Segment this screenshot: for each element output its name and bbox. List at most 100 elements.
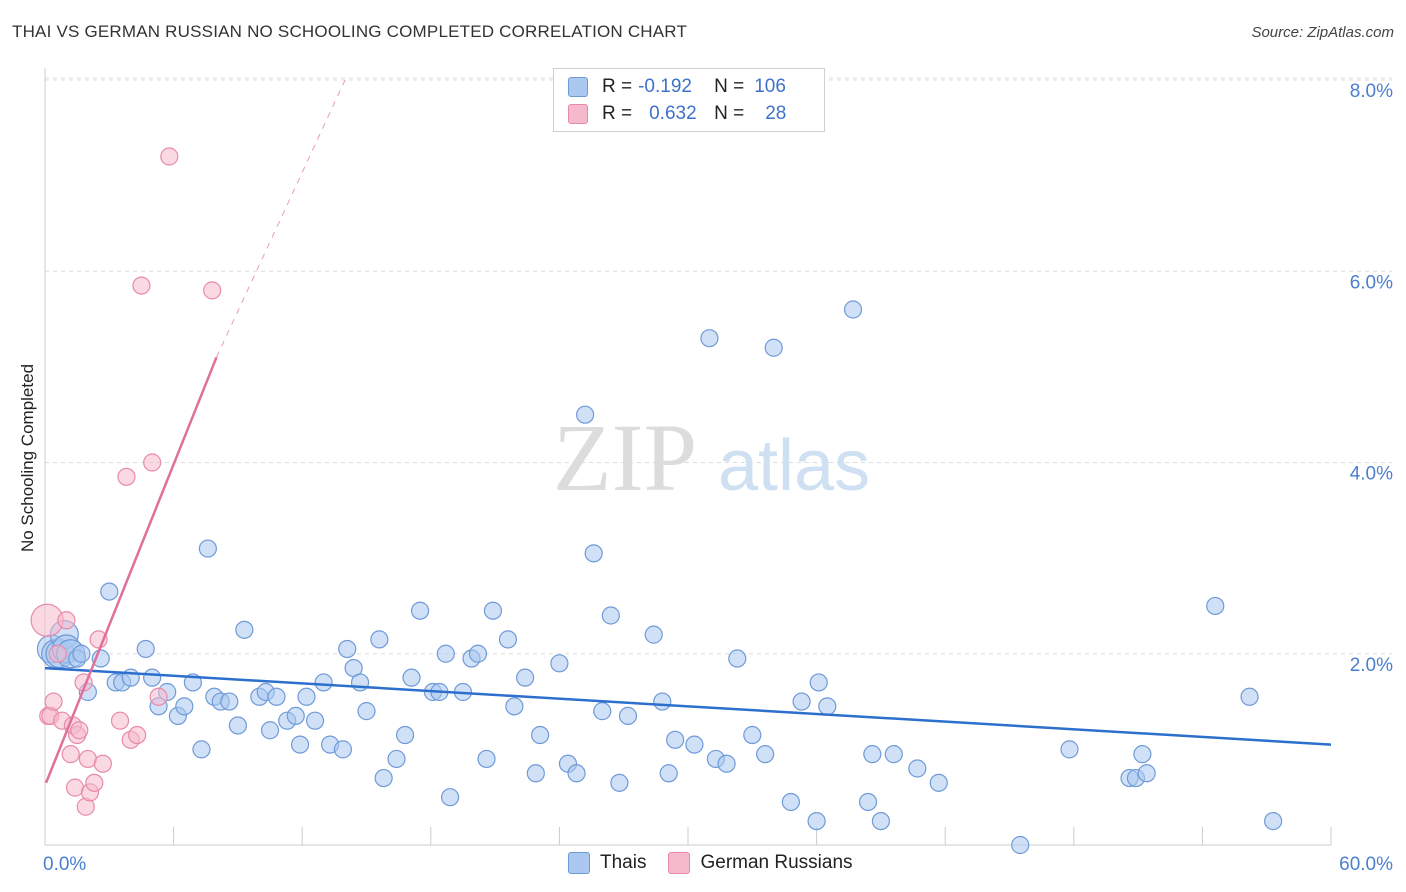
thais-point — [357, 702, 376, 721]
thais-point — [659, 764, 678, 783]
thais-point — [618, 706, 638, 726]
legend-r-label: R = — [602, 103, 633, 124]
thais-point — [333, 740, 353, 759]
thais-point — [290, 735, 310, 754]
german-russians-trendline-extension — [216, 79, 346, 358]
german-russians-trendline — [44, 356, 218, 784]
thais-point — [884, 745, 903, 764]
legend-n-label: N = — [714, 103, 745, 124]
thais-point — [593, 702, 612, 721]
thais-point — [792, 692, 811, 711]
thais-point — [764, 338, 783, 357]
thais-point — [374, 768, 393, 788]
legend-n-value-german-russians: 28 — [765, 103, 787, 124]
thais-point — [198, 539, 217, 558]
german-russians-point — [61, 745, 80, 764]
thais-point — [743, 725, 762, 745]
thais-point — [402, 668, 421, 687]
thais-point — [175, 697, 194, 716]
legend-r-value-german-russians: 0.632 — [649, 103, 697, 124]
thais-point — [498, 630, 518, 649]
thais-point — [871, 811, 891, 831]
axis-layer: 2.0% 4.0% 6.0% 8.0% 0.0% 60.0% — [43, 68, 1393, 875]
thais-point — [567, 764, 586, 783]
thais-point — [1137, 764, 1156, 783]
points-layer — [30, 147, 1283, 855]
thais-point — [387, 749, 406, 769]
german-russians-point — [117, 467, 136, 486]
legend-swatch-thais — [568, 77, 588, 97]
source-label: Source: ZipAtlas.com — [1251, 24, 1394, 41]
thais-point — [1133, 745, 1152, 764]
thais-point — [436, 644, 455, 663]
legend-row-thais: R = -0.192 N = 106 — [568, 75, 786, 99]
german-russians-point — [57, 611, 76, 630]
thais-point — [297, 687, 316, 706]
thais-point — [756, 745, 775, 764]
german-russians-point — [149, 687, 168, 706]
thais-point — [685, 735, 704, 754]
thais-trendline — [44, 666, 1332, 746]
y-tick-label: 6.0% — [1350, 272, 1393, 293]
trend-layer — [44, 79, 1332, 784]
thais-point — [929, 773, 948, 792]
thais-point — [440, 788, 460, 807]
thais-point — [550, 654, 569, 673]
legend-r-value-thais: -0.192 — [638, 76, 692, 97]
thais-point — [653, 692, 672, 711]
thais-point — [644, 625, 663, 644]
thais-point — [143, 668, 162, 687]
series-legend: Thais German Russians — [568, 852, 875, 874]
series-legend-german-russians[interactable]: German Russians — [668, 852, 853, 874]
series-legend-thais[interactable]: Thais — [568, 852, 646, 874]
correlation-legend: R = -0.192 N = 106 R = 0.632 N = 28 — [553, 68, 825, 132]
thais-point — [235, 620, 254, 639]
chart-title: THAI VS GERMAN RUSSIAN NO SCHOOLING COMP… — [12, 22, 688, 41]
thais-point — [863, 745, 882, 764]
thais-point — [370, 630, 389, 649]
thais-point — [516, 668, 535, 687]
watermark-zip: ZIP — [553, 404, 697, 511]
legend-swatch-german-russians — [568, 104, 588, 124]
thais-point — [666, 730, 685, 749]
thais-point — [576, 405, 595, 424]
series-swatch-german-russians — [668, 852, 691, 874]
german-russians-point — [78, 749, 97, 769]
legend-n-label: N = — [714, 76, 745, 97]
thais-point — [728, 649, 747, 668]
thais-point — [314, 673, 333, 692]
thais-point — [483, 601, 503, 620]
watermark: ZIP atlas — [553, 404, 870, 511]
thais-point — [100, 582, 119, 601]
german-russians-point — [128, 725, 147, 745]
thais-point — [477, 749, 496, 769]
thais-point — [1206, 596, 1225, 616]
thais-point — [610, 773, 629, 792]
german-russians-point — [203, 281, 222, 300]
german-russians-point — [44, 692, 63, 711]
grid-layer — [45, 77, 1392, 655]
legend-row-german-russians: R = 0.632 N = 28 — [568, 102, 786, 126]
german-russians-point — [143, 453, 162, 472]
series-swatch-thais — [568, 852, 590, 874]
thais-point — [305, 711, 325, 730]
watermark-atlas: atlas — [718, 426, 870, 506]
german-russians-point — [65, 778, 85, 797]
german-russians-point — [48, 644, 67, 663]
thais-point — [136, 639, 155, 659]
thais-point — [220, 692, 239, 711]
series-label-thais: Thais — [600, 852, 647, 873]
legend-n-value-thais: 106 — [754, 76, 786, 97]
thais-point — [1264, 811, 1283, 831]
thais-point — [526, 764, 545, 783]
thais-point — [601, 606, 620, 625]
thais-point — [1011, 835, 1030, 855]
german-russians-point — [85, 773, 104, 792]
thais-point — [468, 644, 488, 663]
thais-point — [843, 300, 863, 319]
german-russians-point — [160, 147, 179, 166]
thais-point — [410, 601, 430, 620]
thais-point — [228, 716, 247, 735]
x-tick-label-max: 60.0% — [1339, 854, 1393, 875]
legend-r-label: R = — [602, 76, 633, 97]
